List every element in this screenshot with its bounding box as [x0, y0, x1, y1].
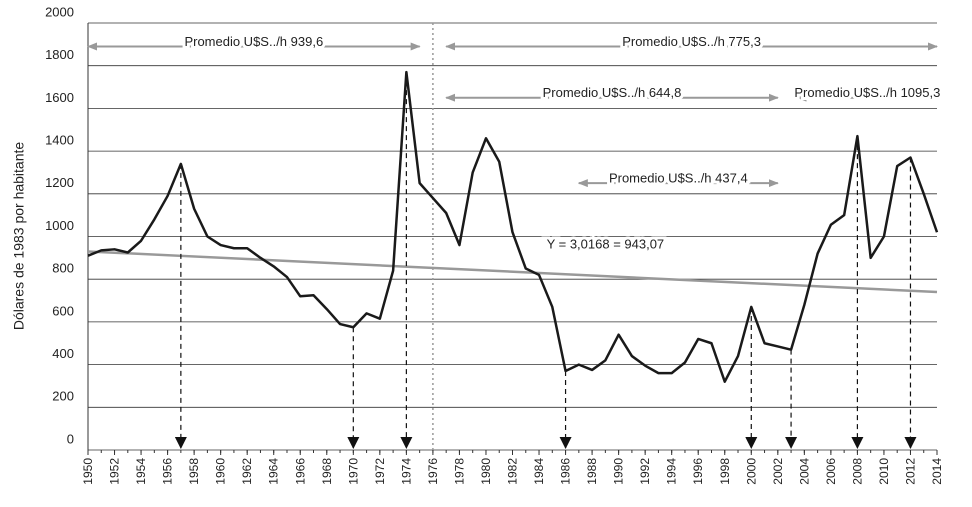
average-label: Promedio U$S../h 437,4	[609, 171, 748, 186]
x-tick-label: 1966	[293, 458, 307, 485]
data-line	[87, 70, 939, 383]
x-tick-label: 1996	[691, 458, 705, 485]
x-tick-label: 1980	[479, 458, 493, 485]
y-tick-label: 0	[67, 431, 74, 446]
x-tick-label: 2002	[771, 458, 785, 485]
y-tick-label: 1000	[45, 218, 74, 233]
trend-label: Y = 3,0168 = 943,07	[547, 236, 665, 251]
x-tick-label: 1952	[108, 458, 122, 485]
x-tick-label: 2006	[824, 458, 838, 485]
x-tick-label: 1986	[559, 458, 573, 485]
average-label: Promedio U$S../h 1095,3	[794, 85, 940, 100]
x-tick-label: 2014	[930, 458, 944, 485]
y-tick-label: 2000	[45, 4, 74, 19]
x-tick-label: 2004	[797, 458, 811, 485]
x-tick-label: 1970	[346, 458, 360, 485]
x-tick-label: 1982	[506, 458, 520, 485]
x-tick-label: 1994	[665, 458, 679, 485]
y-tick-label: 800	[52, 261, 74, 276]
x-tick-label: 1950	[81, 458, 95, 485]
x-tick-label: 1974	[399, 458, 413, 485]
y-tick-label: 200	[52, 389, 74, 404]
x-tick-label: 1958	[187, 458, 201, 485]
x-tick-label: 2010	[877, 458, 891, 485]
x-tick-label: 2012	[903, 458, 917, 485]
x-tick-label: 1990	[612, 458, 626, 485]
y-tick-label: 600	[52, 303, 74, 318]
x-tick-label: 2000	[744, 458, 758, 485]
x-tick-label: 1976	[426, 458, 440, 485]
y-tick-label: 1200	[45, 175, 74, 190]
y-tick-label: 1800	[45, 47, 74, 62]
average-label: Promedio U$S../h 939,6	[184, 34, 323, 49]
y-tick-label: 400	[52, 346, 74, 361]
x-tick-label: 1972	[373, 458, 387, 485]
y-tick-label: 1400	[45, 133, 74, 148]
x-tick-label: 1992	[638, 458, 652, 485]
x-tick-label: 1984	[532, 458, 546, 485]
trend-line	[87, 250, 938, 294]
x-tick-label: 1956	[161, 458, 175, 485]
x-tick-label: 1960	[214, 458, 228, 485]
average-label: Promedio U$S../h 775,3	[622, 34, 761, 49]
x-tick-label: 1968	[320, 458, 334, 485]
x-tick-label: 1998	[718, 458, 732, 485]
y-tick-label: 1600	[45, 90, 74, 105]
x-tick-label: 1962	[240, 458, 254, 485]
y-axis-label: Dólares de 1983 por habitante	[11, 142, 27, 331]
x-tick-label: 1964	[267, 458, 281, 485]
average-label: Promedio U$S../h 644,8	[543, 85, 682, 100]
x-tick-label: 1954	[134, 458, 148, 485]
x-tick-label: 2008	[850, 458, 864, 485]
x-tick-label: 1988	[585, 458, 599, 485]
x-tick-label: 1978	[452, 458, 466, 485]
